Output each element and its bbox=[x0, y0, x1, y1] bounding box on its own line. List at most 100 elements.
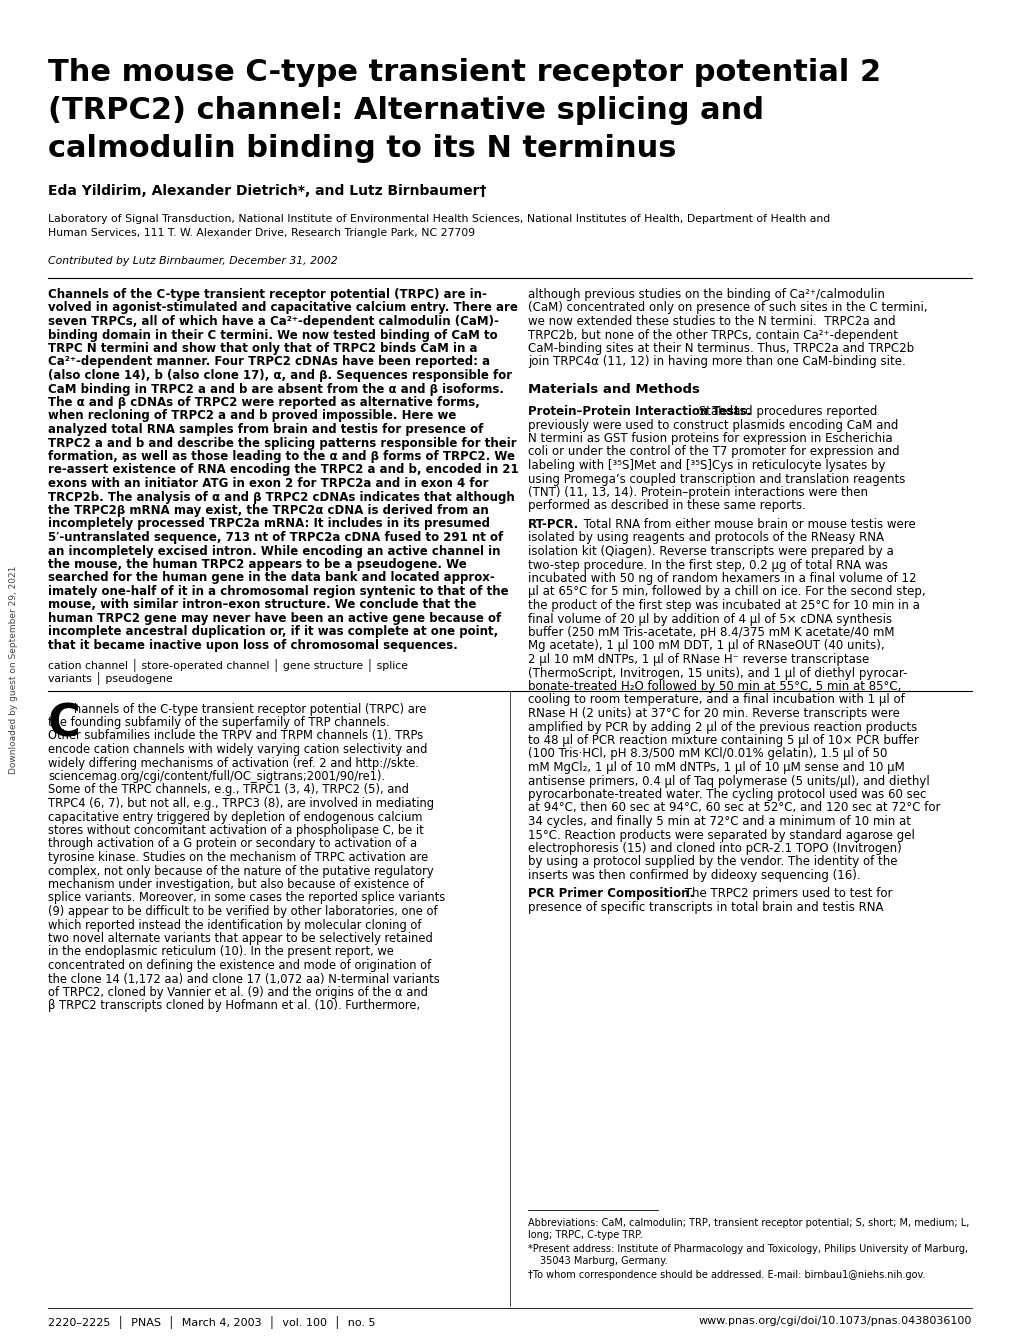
Text: of TRPC2, cloned by Vannier et al. (9) and the origins of the α and: of TRPC2, cloned by Vannier et al. (9) a… bbox=[48, 986, 427, 999]
Text: concentrated on defining the existence and mode of origination of: concentrated on defining the existence a… bbox=[48, 960, 431, 972]
Text: (100 Tris·HCl, pH 8.3/500 mM KCl/0.01% gelatin), 1.5 μl of 50: (100 Tris·HCl, pH 8.3/500 mM KCl/0.01% g… bbox=[528, 747, 887, 761]
Text: N termini as GST fusion proteins for expression in Escherichia: N termini as GST fusion proteins for exp… bbox=[528, 431, 892, 445]
Text: *Present address: Institute of Pharmacology and Toxicology, Philips University o: *Present address: Institute of Pharmacol… bbox=[528, 1245, 967, 1254]
Text: pyrocarbonate-treated water. The cycling protocol used was 60 sec: pyrocarbonate-treated water. The cycling… bbox=[528, 788, 925, 801]
Text: previously were used to construct plasmids encoding CaM and: previously were used to construct plasmi… bbox=[528, 418, 898, 431]
Text: Materials and Methods: Materials and Methods bbox=[528, 383, 699, 396]
Text: C: C bbox=[48, 703, 81, 746]
Text: through activation of a G protein or secondary to activation of a: through activation of a G protein or sec… bbox=[48, 837, 417, 851]
Text: μl at 65°C for 5 min, followed by a chill on ice. For the second step,: μl at 65°C for 5 min, followed by a chil… bbox=[528, 586, 924, 598]
Text: join TRPC4α (11, 12) in having more than one CaM-binding site.: join TRPC4α (11, 12) in having more than… bbox=[528, 356, 905, 368]
Text: re-assert existence of RNA encoding the TRPC2 a and b, encoded in 21: re-assert existence of RNA encoding the … bbox=[48, 464, 518, 477]
Text: TRPC2 a and b and describe the splicing patterns responsible for their: TRPC2 a and b and describe the splicing … bbox=[48, 437, 516, 449]
Text: Contributed by Lutz Birnbaumer, December 31, 2002: Contributed by Lutz Birnbaumer, December… bbox=[48, 255, 337, 266]
Text: in the endoplasmic reticulum (10). In the present report, we: in the endoplasmic reticulum (10). In th… bbox=[48, 945, 393, 958]
Text: Some of the TRPC channels, e.g., TRPC1 (3, 4), TRPC2 (5), and: Some of the TRPC channels, e.g., TRPC1 (… bbox=[48, 784, 409, 797]
Text: Other subfamilies include the TRPV and TRPM channels (1). TRPs: Other subfamilies include the TRPV and T… bbox=[48, 730, 423, 742]
Text: that it became inactive upon loss of chromosomal sequences.: that it became inactive upon loss of chr… bbox=[48, 638, 458, 652]
Text: (TRPC2) channel: Alternative splicing and: (TRPC2) channel: Alternative splicing an… bbox=[48, 95, 763, 125]
Text: tyrosine kinase. Studies on the mechanism of TRPC activation are: tyrosine kinase. Studies on the mechanis… bbox=[48, 851, 428, 864]
Text: TRPC2b, but none of the other TRPCs, contain Ca²⁺-dependent: TRPC2b, but none of the other TRPCs, con… bbox=[528, 328, 897, 341]
Text: bonate-treated H₂O followed by 50 min at 55°C, 5 min at 85°C,: bonate-treated H₂O followed by 50 min at… bbox=[528, 680, 901, 694]
Text: The mouse C-type transient receptor potential 2: The mouse C-type transient receptor pote… bbox=[48, 58, 880, 87]
Text: †To whom correspondence should be addressed. E-mail: birnbau1@niehs.nih.gov.: †To whom correspondence should be addres… bbox=[528, 1270, 924, 1279]
Text: seven TRPCs, all of which have a Ca²⁺-dependent calmodulin (CaM)-: seven TRPCs, all of which have a Ca²⁺-de… bbox=[48, 314, 498, 328]
Text: the clone 14 (1,172 aa) and clone 17 (1,072 aa) N-terminal variants: the clone 14 (1,172 aa) and clone 17 (1,… bbox=[48, 973, 439, 985]
Text: TRPC N termini and show that only that of TRPC2 binds CaM in a: TRPC N termini and show that only that o… bbox=[48, 341, 477, 355]
Text: mM MgCl₂, 1 μl of 10 mM dNTPs, 1 μl of 10 μM sense and 10 μM: mM MgCl₂, 1 μl of 10 mM dNTPs, 1 μl of 1… bbox=[528, 761, 904, 774]
Text: isolation kit (Qiagen). Reverse transcripts were prepared by a: isolation kit (Qiagen). Reverse transcri… bbox=[528, 546, 893, 558]
Text: to 48 μl of PCR reaction mixture containing 5 μl of 10× PCR buffer: to 48 μl of PCR reaction mixture contain… bbox=[528, 734, 918, 747]
Text: Eda Yildirim, Alexander Dietrich*, and Lutz Birnbaumer†: Eda Yildirim, Alexander Dietrich*, and L… bbox=[48, 184, 486, 198]
Text: amplified by PCR by adding 2 μl of the previous reaction products: amplified by PCR by adding 2 μl of the p… bbox=[528, 720, 916, 734]
Text: using Promega’s coupled transcription and translation reagents: using Promega’s coupled transcription an… bbox=[528, 473, 905, 485]
Text: CaM-binding sites at their N terminus. Thus, TRPC2a and TRPC2b: CaM-binding sites at their N terminus. T… bbox=[528, 341, 913, 355]
Text: Total RNA from either mouse brain or mouse testis were: Total RNA from either mouse brain or mou… bbox=[580, 517, 915, 531]
Text: (also clone 14), b (also clone 17), α, and β. Sequences responsible for: (also clone 14), b (also clone 17), α, a… bbox=[48, 370, 512, 382]
Text: although previous studies on the binding of Ca²⁺/calmodulin: although previous studies on the binding… bbox=[528, 288, 884, 301]
Text: the product of the first step was incubated at 25°C for 10 min in a: the product of the first step was incuba… bbox=[528, 599, 919, 612]
Text: Laboratory of Signal Transduction, National Institute of Environmental Health Sc: Laboratory of Signal Transduction, Natio… bbox=[48, 214, 829, 224]
Text: analyzed total RNA samples from brain and testis for presence of: analyzed total RNA samples from brain an… bbox=[48, 423, 483, 435]
Text: imately one-half of it in a chromosomal region syntenic to that of the: imately one-half of it in a chromosomal … bbox=[48, 585, 508, 598]
Text: hannels of the C-type transient receptor potential (TRPC) are: hannels of the C-type transient receptor… bbox=[74, 703, 426, 715]
Text: Protein–Protein Interaction Tests.: Protein–Protein Interaction Tests. bbox=[528, 405, 751, 418]
Text: β TRPC2 transcripts cloned by Hofmann et al. (10). Furthermore,: β TRPC2 transcripts cloned by Hofmann et… bbox=[48, 1000, 420, 1012]
Text: incubated with 50 ng of random hexamers in a final volume of 12: incubated with 50 ng of random hexamers … bbox=[528, 573, 916, 585]
Text: capacitative entry triggered by depletion of endogenous calcium: capacitative entry triggered by depletio… bbox=[48, 810, 422, 824]
Text: exons with an initiator ATG in exon 2 for TRPC2a and in exon 4 for: exons with an initiator ATG in exon 2 fo… bbox=[48, 477, 488, 491]
Text: we now extended these studies to the N termini.  TRPC2a and: we now extended these studies to the N t… bbox=[528, 314, 895, 328]
Text: Channels of the C-type transient receptor potential (TRPC) are in-: Channels of the C-type transient recepto… bbox=[48, 288, 486, 301]
Text: when recloning of TRPC2 a and b proved impossible. Here we: when recloning of TRPC2 a and b proved i… bbox=[48, 410, 455, 422]
Text: the mouse, the human TRPC2 appears to be a pseudogene. We: the mouse, the human TRPC2 appears to be… bbox=[48, 558, 467, 571]
Text: TRPC4 (6, 7), but not all, e.g., TRPC3 (8), are involved in mediating: TRPC4 (6, 7), but not all, e.g., TRPC3 (… bbox=[48, 797, 433, 810]
Text: (ThermoScript, Invitrogen, 15 units), and 1 μl of diethyl pyrocar-: (ThermoScript, Invitrogen, 15 units), an… bbox=[528, 667, 907, 680]
Text: isolated by using reagents and protocols of the RNeasy RNA: isolated by using reagents and protocols… bbox=[528, 531, 883, 544]
Text: variants │ pseudogene: variants │ pseudogene bbox=[48, 672, 172, 684]
Text: which reported instead the identification by molecular cloning of: which reported instead the identificatio… bbox=[48, 918, 421, 931]
Text: Mg acetate), 1 μl 100 mM DDT, 1 μl of RNaseOUT (40 units),: Mg acetate), 1 μl 100 mM DDT, 1 μl of RN… bbox=[528, 640, 883, 652]
Text: sciencemag.org/cgi/content/full/OC_sigtrans;2001/90/re1).: sciencemag.org/cgi/content/full/OC_sigtr… bbox=[48, 770, 385, 784]
Text: labeling with [³⁵S]Met and [³⁵S]Cys in reticulocyte lysates by: labeling with [³⁵S]Met and [³⁵S]Cys in r… bbox=[528, 460, 884, 472]
Text: stores without concomitant activation of a phospholipase C, be it: stores without concomitant activation of… bbox=[48, 824, 423, 837]
Text: The TRPC2 primers used to test for: The TRPC2 primers used to test for bbox=[681, 887, 892, 900]
Text: 34 cycles, and finally 5 min at 72°C and a minimum of 10 min at: 34 cycles, and finally 5 min at 72°C and… bbox=[528, 814, 910, 828]
Text: CaM binding in TRPC2 a and b are absent from the α and β isoforms.: CaM binding in TRPC2 a and b are absent … bbox=[48, 383, 503, 395]
Text: two-step procedure. In the first step, 0.2 μg of total RNA was: two-step procedure. In the first step, 0… bbox=[528, 559, 887, 571]
Text: splice variants. Moreover, in some cases the reported splice variants: splice variants. Moreover, in some cases… bbox=[48, 891, 445, 905]
Text: complex, not only because of the nature of the putative regulatory: complex, not only because of the nature … bbox=[48, 864, 433, 878]
Text: mechanism under investigation, but also because of existence of: mechanism under investigation, but also … bbox=[48, 878, 424, 891]
Text: Standard procedures reported: Standard procedures reported bbox=[694, 405, 876, 418]
Text: PCR Primer Composition.: PCR Primer Composition. bbox=[528, 887, 694, 900]
Text: binding domain in their C termini. We now tested binding of CaM to: binding domain in their C termini. We no… bbox=[48, 328, 497, 341]
Text: The α and β cDNAs of TRPC2 were reported as alternative forms,: The α and β cDNAs of TRPC2 were reported… bbox=[48, 396, 479, 409]
Text: by using a protocol supplied by the vendor. The identity of the: by using a protocol supplied by the vend… bbox=[528, 856, 897, 868]
Text: 15°C. Reaction products were separated by standard agarose gel: 15°C. Reaction products were separated b… bbox=[528, 828, 914, 841]
Text: widely differing mechanisms of activation (ref. 2 and http://skte.: widely differing mechanisms of activatio… bbox=[48, 757, 419, 770]
Text: incomplete ancestral duplication or, if it was complete at one point,: incomplete ancestral duplication or, if … bbox=[48, 625, 497, 638]
Text: 5′-untranslated sequence, 713 nt of TRPC2a cDNA fused to 291 nt of: 5′-untranslated sequence, 713 nt of TRPC… bbox=[48, 531, 502, 544]
Text: performed as described in these same reports.: performed as described in these same rep… bbox=[528, 500, 805, 512]
Text: formation, as well as those leading to the α and β forms of TRPC2. We: formation, as well as those leading to t… bbox=[48, 450, 515, 462]
Text: electrophoresis (15) and cloned into pCR-2.1 TOPO (Invitrogen): electrophoresis (15) and cloned into pCR… bbox=[528, 841, 901, 855]
Text: long; TRPC, C-type TRP.: long; TRPC, C-type TRP. bbox=[528, 1230, 642, 1241]
Text: presence of specific transcripts in total brain and testis RNA: presence of specific transcripts in tota… bbox=[528, 900, 882, 914]
Text: 2 μl 10 mM dNTPs, 1 μl of RNase H⁻ reverse transcriptase: 2 μl 10 mM dNTPs, 1 μl of RNase H⁻ rever… bbox=[528, 653, 868, 667]
Text: inserts was then confirmed by dideoxy sequencing (16).: inserts was then confirmed by dideoxy se… bbox=[528, 870, 860, 882]
Text: searched for the human gene in the data bank and located approx-: searched for the human gene in the data … bbox=[48, 571, 494, 585]
Text: Ca²⁺-dependent manner. Four TRPC2 cDNAs have been reported: a: Ca²⁺-dependent manner. Four TRPC2 cDNAs … bbox=[48, 356, 490, 368]
Text: calmodulin binding to its N terminus: calmodulin binding to its N terminus bbox=[48, 134, 676, 163]
Text: antisense primers, 0.4 μl of Taq polymerase (5 units/μl), and diethyl: antisense primers, 0.4 μl of Taq polymer… bbox=[528, 774, 929, 788]
Text: (TNT) (11, 13, 14). Protein–protein interactions were then: (TNT) (11, 13, 14). Protein–protein inte… bbox=[528, 487, 867, 499]
Text: mouse, with similar intron–exon structure. We conclude that the: mouse, with similar intron–exon structur… bbox=[48, 598, 476, 612]
Text: incompletely processed TRPC2a mRNA: It includes in its presumed: incompletely processed TRPC2a mRNA: It i… bbox=[48, 517, 489, 531]
Text: coli or under the control of the T7 promoter for expression and: coli or under the control of the T7 prom… bbox=[528, 445, 899, 458]
Text: (9) appear to be difficult to be verified by other laboratories, one of: (9) appear to be difficult to be verifie… bbox=[48, 905, 437, 918]
Text: Human Services, 111 T. W. Alexander Drive, Research Triangle Park, NC 27709: Human Services, 111 T. W. Alexander Driv… bbox=[48, 228, 475, 238]
Text: the TRPC2β mRNA may exist, the TRPC2α cDNA is derived from an: the TRPC2β mRNA may exist, the TRPC2α cD… bbox=[48, 504, 488, 517]
Text: at 94°C, then 60 sec at 94°C, 60 sec at 52°C, and 120 sec at 72°C for: at 94°C, then 60 sec at 94°C, 60 sec at … bbox=[528, 801, 940, 814]
Text: (CaM) concentrated only on presence of such sites in the C termini,: (CaM) concentrated only on presence of s… bbox=[528, 301, 926, 314]
Text: 35043 Marburg, Germany.: 35043 Marburg, Germany. bbox=[539, 1257, 667, 1266]
Text: the founding subfamily of the superfamily of TRP channels.: the founding subfamily of the superfamil… bbox=[48, 716, 389, 728]
Text: encode cation channels with widely varying cation selectivity and: encode cation channels with widely varyi… bbox=[48, 743, 427, 755]
